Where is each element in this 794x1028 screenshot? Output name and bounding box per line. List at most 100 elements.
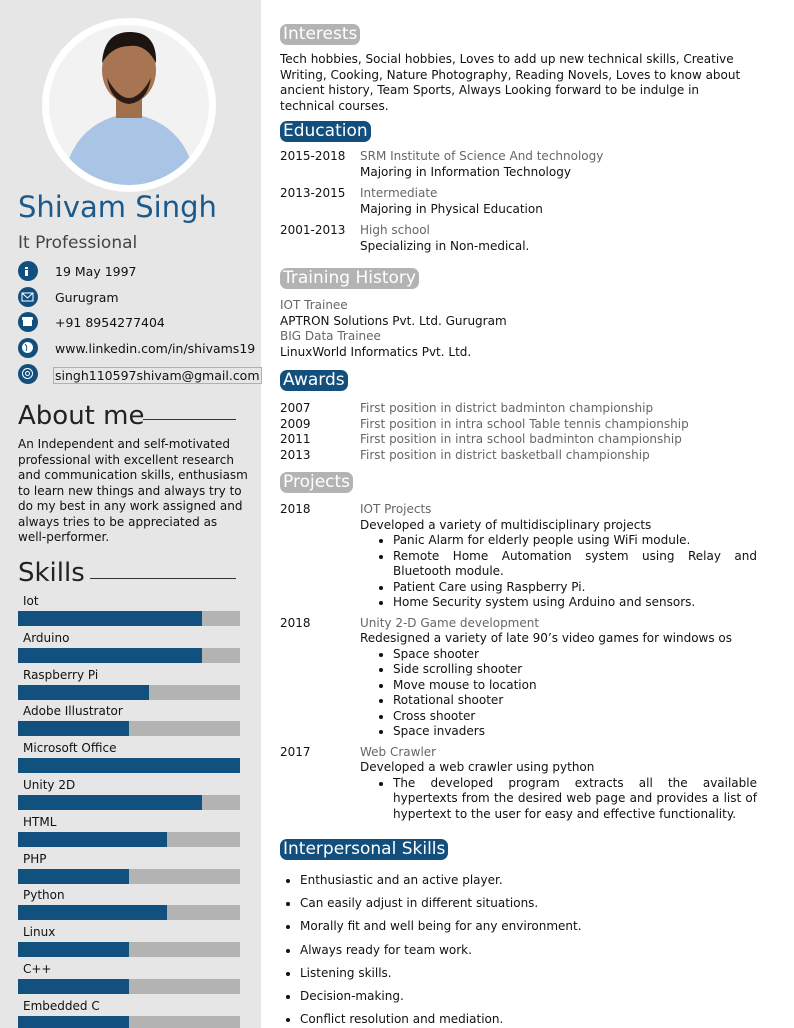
- award-year: 2011: [280, 432, 311, 446]
- bullet: Cross shooter: [393, 709, 757, 725]
- bullet: Side scrolling shooter: [393, 662, 757, 678]
- photo: [42, 18, 216, 192]
- bullet: Space shooter: [393, 647, 757, 663]
- project-name: Unity 2-D Game development: [360, 615, 540, 630]
- section-heading: Interpersonal Skills: [280, 839, 449, 860]
- skill-track: [18, 905, 240, 921]
- skill-name: Adobe Illustrator: [23, 704, 123, 719]
- project: 2018 Unity 2-D Game development Redesigned…: [280, 616, 757, 740]
- education-entry: 2015-2018 SRM Institute of Science And te…: [280, 149, 757, 180]
- bullet: Remote Home Automation system using Rela…: [393, 549, 757, 580]
- about-text: An Independent and self-motivated profes…: [18, 437, 248, 544]
- award: 2011 First position in intra school badmi…: [280, 432, 757, 448]
- skill-track: [18, 611, 240, 626]
- skill-track: [18, 795, 240, 810]
- skill-bar: [18, 795, 203, 810]
- years: 2013-2015: [280, 186, 346, 200]
- divider: [143, 419, 236, 420]
- skill-track: [18, 979, 240, 994]
- skill-track: [18, 758, 240, 774]
- detail: Majoring in Information Technology: [360, 164, 571, 179]
- skill-name: Unity 2D: [23, 778, 76, 792]
- contact-icon: [18, 364, 38, 388]
- interpersonal-list: Enthusiastic and an active player. Can ea…: [280, 873, 757, 1028]
- contact-text: +91 8954277404: [55, 315, 165, 330]
- section-heading: Projects: [280, 472, 354, 493]
- about-heading: About me: [18, 401, 145, 431]
- training-line: APTRON Solutions Pvt. Ltd. Gurugram: [280, 313, 507, 328]
- training-list: IOT Trainee APTRON Solutions Pvt. Ltd. Gu…: [280, 298, 757, 360]
- project-summary: Developed a web crawler using python: [360, 760, 595, 774]
- skill-name: Embedded C: [23, 998, 100, 1013]
- contact-text: www.linkedin.com/in/shivams19: [55, 341, 256, 356]
- education-body: SRM Institute of Science And technology M…: [360, 149, 603, 180]
- project-year: 2018: [280, 502, 311, 516]
- section-heading: Training History: [280, 268, 419, 289]
- training-line: LinuxWorld Informatics Pvt. Ltd.: [280, 344, 472, 359]
- skill-track: [18, 721, 240, 737]
- bullet: Space invaders: [393, 724, 757, 740]
- skill-bar: [18, 979, 129, 994]
- skill-bar: [18, 611, 203, 626]
- sidebar: Shivam Singh It Professional 19 May 1997…: [0, 0, 262, 1028]
- skill-name: Linux: [23, 925, 56, 940]
- school: Intermediate: [360, 186, 438, 200]
- bullet: Panic Alarm for elderly people using WiF…: [393, 533, 757, 549]
- project-bullets: Space shooterSide scrolling shooterMove …: [360, 647, 757, 740]
- contact-icon: [18, 338, 38, 362]
- project-body: Web Crawler Developed a web crawler using…: [360, 745, 757, 823]
- project-summary: Redesigned a variety of late 90’s video …: [360, 631, 733, 645]
- skill-bar: [18, 868, 129, 884]
- interpersonal: Enthusiastic and an active player. Can ea…: [280, 873, 757, 1028]
- skill-name: Arduino: [23, 630, 70, 645]
- interpersonal-item: Morally fit and well being for any envir…: [300, 919, 757, 935]
- project-year: 2018: [280, 615, 311, 630]
- bullet: Home Security system using Arduino and s…: [393, 595, 757, 611]
- skill-track: [18, 1015, 240, 1028]
- contact-text: Gurugram: [55, 290, 119, 305]
- contact-icon: [18, 312, 38, 336]
- award-text: First position in intra school badminton…: [360, 432, 682, 446]
- award: 2007 First position in district badminton…: [280, 401, 757, 417]
- skill-track: [18, 831, 240, 847]
- divider: [90, 578, 236, 579]
- skill-name: PHP: [23, 851, 47, 866]
- job-title: It Professional: [18, 233, 138, 253]
- award-year: 2007: [280, 401, 311, 415]
- award-year: 2013: [280, 447, 311, 462]
- years: 2001-2013: [280, 223, 346, 237]
- training-line: IOT Trainee: [280, 298, 348, 312]
- interpersonal-item: Decision-making.: [300, 989, 757, 1005]
- contact-icon: [18, 287, 38, 311]
- skill-bar: [18, 647, 203, 663]
- training-line: BIG Data Trainee: [280, 329, 381, 343]
- bullet: Patient Care using Raspberry Pi.: [393, 580, 757, 596]
- school: High school: [360, 223, 430, 237]
- interpersonal-item: Can easily adjust in different situation…: [300, 896, 757, 912]
- skill-bar: [18, 758, 240, 774]
- award-text: First position in district badminton cha…: [360, 401, 654, 415]
- bullet: Move mouse to location: [393, 678, 757, 694]
- project: 2017 Web Crawler Developed a web crawler u…: [280, 745, 757, 823]
- project-body: IOT Projects Developed a variety of multi…: [360, 502, 757, 611]
- section-heading: Interests: [280, 24, 361, 45]
- education-entry: 2001-2013 High school Specializing in Non-…: [280, 223, 757, 254]
- contact-icon: [18, 261, 38, 285]
- skill-name: Iot: [23, 594, 39, 608]
- project-summary: Developed a variety of multidisciplinary…: [360, 517, 652, 532]
- skill-bar: [18, 684, 149, 700]
- education-entry: 2013-2015 Intermediate Majoring in Physica…: [280, 186, 757, 217]
- school: SRM Institute of Science And technology: [360, 149, 604, 163]
- section-heading: Education: [280, 121, 371, 142]
- skill-name: C++: [23, 962, 52, 976]
- years: 2015-2018: [280, 149, 346, 163]
- skill-bar: [18, 942, 129, 958]
- award: 2009 First position in intra school Table…: [280, 417, 757, 433]
- education-body: High school Specializing in Non-medical.: [360, 223, 529, 254]
- bullet: Rotational shooter: [393, 693, 757, 709]
- interpersonal-item: Listening skills.: [300, 966, 757, 982]
- main-column: Interests Tech hobbies, Social hobbies, L…: [280, 24, 757, 1028]
- skill-bar: [18, 905, 167, 921]
- skill-bar: [18, 721, 129, 737]
